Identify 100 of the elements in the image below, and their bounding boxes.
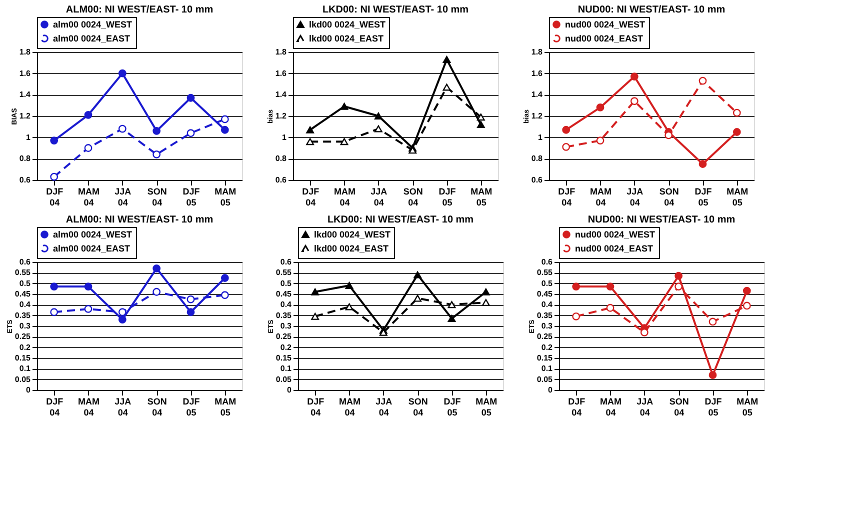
legend-label: lkd00 0024_EAST xyxy=(309,34,384,44)
y-tick-label: 0.8 xyxy=(19,154,32,164)
x-tick-label: JJA 04 xyxy=(114,186,132,208)
x-tick-label: DJF 05 xyxy=(438,186,456,208)
y-tick-label: 0.45 xyxy=(536,290,554,298)
y-tick-label: 0.6 xyxy=(541,258,554,266)
x-tick-label: JJA 04 xyxy=(114,396,132,418)
legend-label: lkd00 0024_WEST xyxy=(314,230,392,240)
x-tick-label: SON 04 xyxy=(403,186,423,208)
x-tick-label: SON 04 xyxy=(659,186,679,208)
x-tick-label: DJF 05 xyxy=(182,186,200,208)
y-tick-label: 0.3 xyxy=(280,322,292,330)
x-tick-label: MAM 05 xyxy=(726,186,748,208)
y-tick-label: 1.6 xyxy=(19,68,32,78)
y-tick-label: 0 xyxy=(548,386,554,394)
y-tick-label: 1.6 xyxy=(275,68,288,78)
x-tick-label: DJF 05 xyxy=(694,186,712,208)
chart-title: NUD00: NI WEST/EAST- 10 mm xyxy=(588,214,736,226)
y-tick-label: 0.2 xyxy=(19,342,32,352)
y-tick-label: 0.05 xyxy=(276,374,292,384)
y-tick-label: 0.15 xyxy=(14,354,32,362)
x-tick-label: DJF 04 xyxy=(46,186,64,208)
y-tick-label: 1.8 xyxy=(531,48,544,56)
y-tick-label: 0.5 xyxy=(19,278,32,288)
y-tick-label: 0.25 xyxy=(536,332,554,342)
y-tick-label: 0.35 xyxy=(536,310,554,320)
x-tick-label: DJF 04 xyxy=(307,396,325,418)
y-tick-label: 0.15 xyxy=(276,354,292,362)
y-tick-label: 1.2 xyxy=(19,112,32,120)
x-tick-label: MAM 04 xyxy=(339,396,360,418)
x-tick-label: SON 04 xyxy=(147,186,167,208)
y-tick-label: 0.1 xyxy=(280,364,292,374)
y-tick-label: 1.2 xyxy=(531,112,544,120)
y-tick-label: 0.25 xyxy=(276,332,292,342)
x-tick-label: MAM 04 xyxy=(78,186,100,208)
x-tick-label: DJF 04 xyxy=(568,396,586,418)
y-tick-label: 0.6 xyxy=(531,176,544,184)
legend-label: nud00 0024_EAST xyxy=(565,34,644,44)
x-tick-label: SON 04 xyxy=(669,396,689,418)
chart-title: ALM00: NI WEST/EAST- 10 mm xyxy=(66,214,214,226)
y-tick-label: 0.4 xyxy=(19,300,32,310)
y-tick-label: 1.4 xyxy=(531,90,544,100)
legend-label: alm00 0024_EAST xyxy=(53,34,131,44)
legend-label: lkd00 0024_EAST xyxy=(314,244,390,254)
x-tick-label: MAM 05 xyxy=(470,186,492,208)
y-tick-label: 1.4 xyxy=(275,90,288,100)
legend-label: alm00 0024_EAST xyxy=(53,244,131,254)
y-tick-label: 1.8 xyxy=(19,48,32,56)
y-tick-label: 0 xyxy=(26,386,32,394)
y-tick-label: 0.05 xyxy=(14,374,32,384)
legend-label: lkd00 0024_WEST xyxy=(309,20,386,30)
y-tick-label: 0.4 xyxy=(541,300,554,310)
y-tick-label: 0.6 xyxy=(280,258,292,266)
y-tick-label: 0.45 xyxy=(14,290,32,298)
x-tick-label: SON 04 xyxy=(147,396,167,418)
x-tick-label: MAM 05 xyxy=(214,186,236,208)
y-tick-label: 0 xyxy=(287,386,292,394)
x-tick-label: MAM 05 xyxy=(214,396,236,418)
legend-label: nud00 0024_WEST xyxy=(575,230,656,240)
x-tick-label: DJF 04 xyxy=(558,186,576,208)
y-tick-label: 0.35 xyxy=(14,310,32,320)
y-tick-label: 0.5 xyxy=(280,278,292,288)
y-tick-label: 1 xyxy=(26,132,32,142)
chart-title: LKD00: NI WEST/EAST- 10 mm xyxy=(322,4,469,16)
y-tick-label: 1.4 xyxy=(19,90,32,100)
x-tick-label: MAM 04 xyxy=(78,396,100,418)
legend-label: nud00 0024_EAST xyxy=(575,244,654,254)
x-tick-label: JJA 04 xyxy=(626,186,644,208)
y-tick-label: 0.05 xyxy=(536,374,554,384)
legend-label: nud00 0024_WEST xyxy=(565,20,646,30)
y-tick-label: 0.8 xyxy=(275,154,288,164)
legend-label: alm00 0024_WEST xyxy=(53,230,133,240)
y-tick-label: 0.2 xyxy=(280,342,292,352)
y-tick-label: 0.35 xyxy=(276,310,292,320)
y-tick-label: 0.15 xyxy=(536,354,554,362)
y-tick-label: 0.8 xyxy=(531,154,544,164)
chart-title: LKD00: NI WEST/EAST- 10 mm xyxy=(327,214,474,226)
y-tick-label: 1.2 xyxy=(275,112,288,120)
y-tick-label: 0.25 xyxy=(14,332,32,342)
x-tick-label: MAM 04 xyxy=(590,186,612,208)
y-tick-label: 0.45 xyxy=(276,290,292,298)
x-tick-label: JJA 04 xyxy=(370,186,388,208)
y-tick-label: 0.3 xyxy=(19,322,32,330)
x-tick-label: DJF 04 xyxy=(46,396,64,418)
y-tick-label: 0.3 xyxy=(541,322,554,330)
chart-title: ALM00: NI WEST/EAST- 10 mm xyxy=(66,4,214,16)
legend-label: alm00 0024_WEST xyxy=(53,20,133,30)
chart-title: NUD00: NI WEST/EAST- 10 mm xyxy=(578,4,726,16)
x-tick-label: DJF 05 xyxy=(704,396,722,418)
y-tick-label: 1 xyxy=(538,132,544,142)
y-tick-label: 0.4 xyxy=(280,300,292,310)
y-tick-label: 0.55 xyxy=(276,268,292,278)
x-tick-label: MAM 04 xyxy=(334,186,356,208)
y-tick-label: 0.6 xyxy=(275,176,288,184)
x-tick-label: MAM 05 xyxy=(736,396,758,418)
y-tick-label: 0.55 xyxy=(536,268,554,278)
y-tick-label: 1 xyxy=(282,132,288,142)
y-tick-label: 0.5 xyxy=(541,278,554,288)
x-tick-label: DJF 05 xyxy=(444,396,462,418)
y-tick-label: 1.8 xyxy=(275,48,288,56)
